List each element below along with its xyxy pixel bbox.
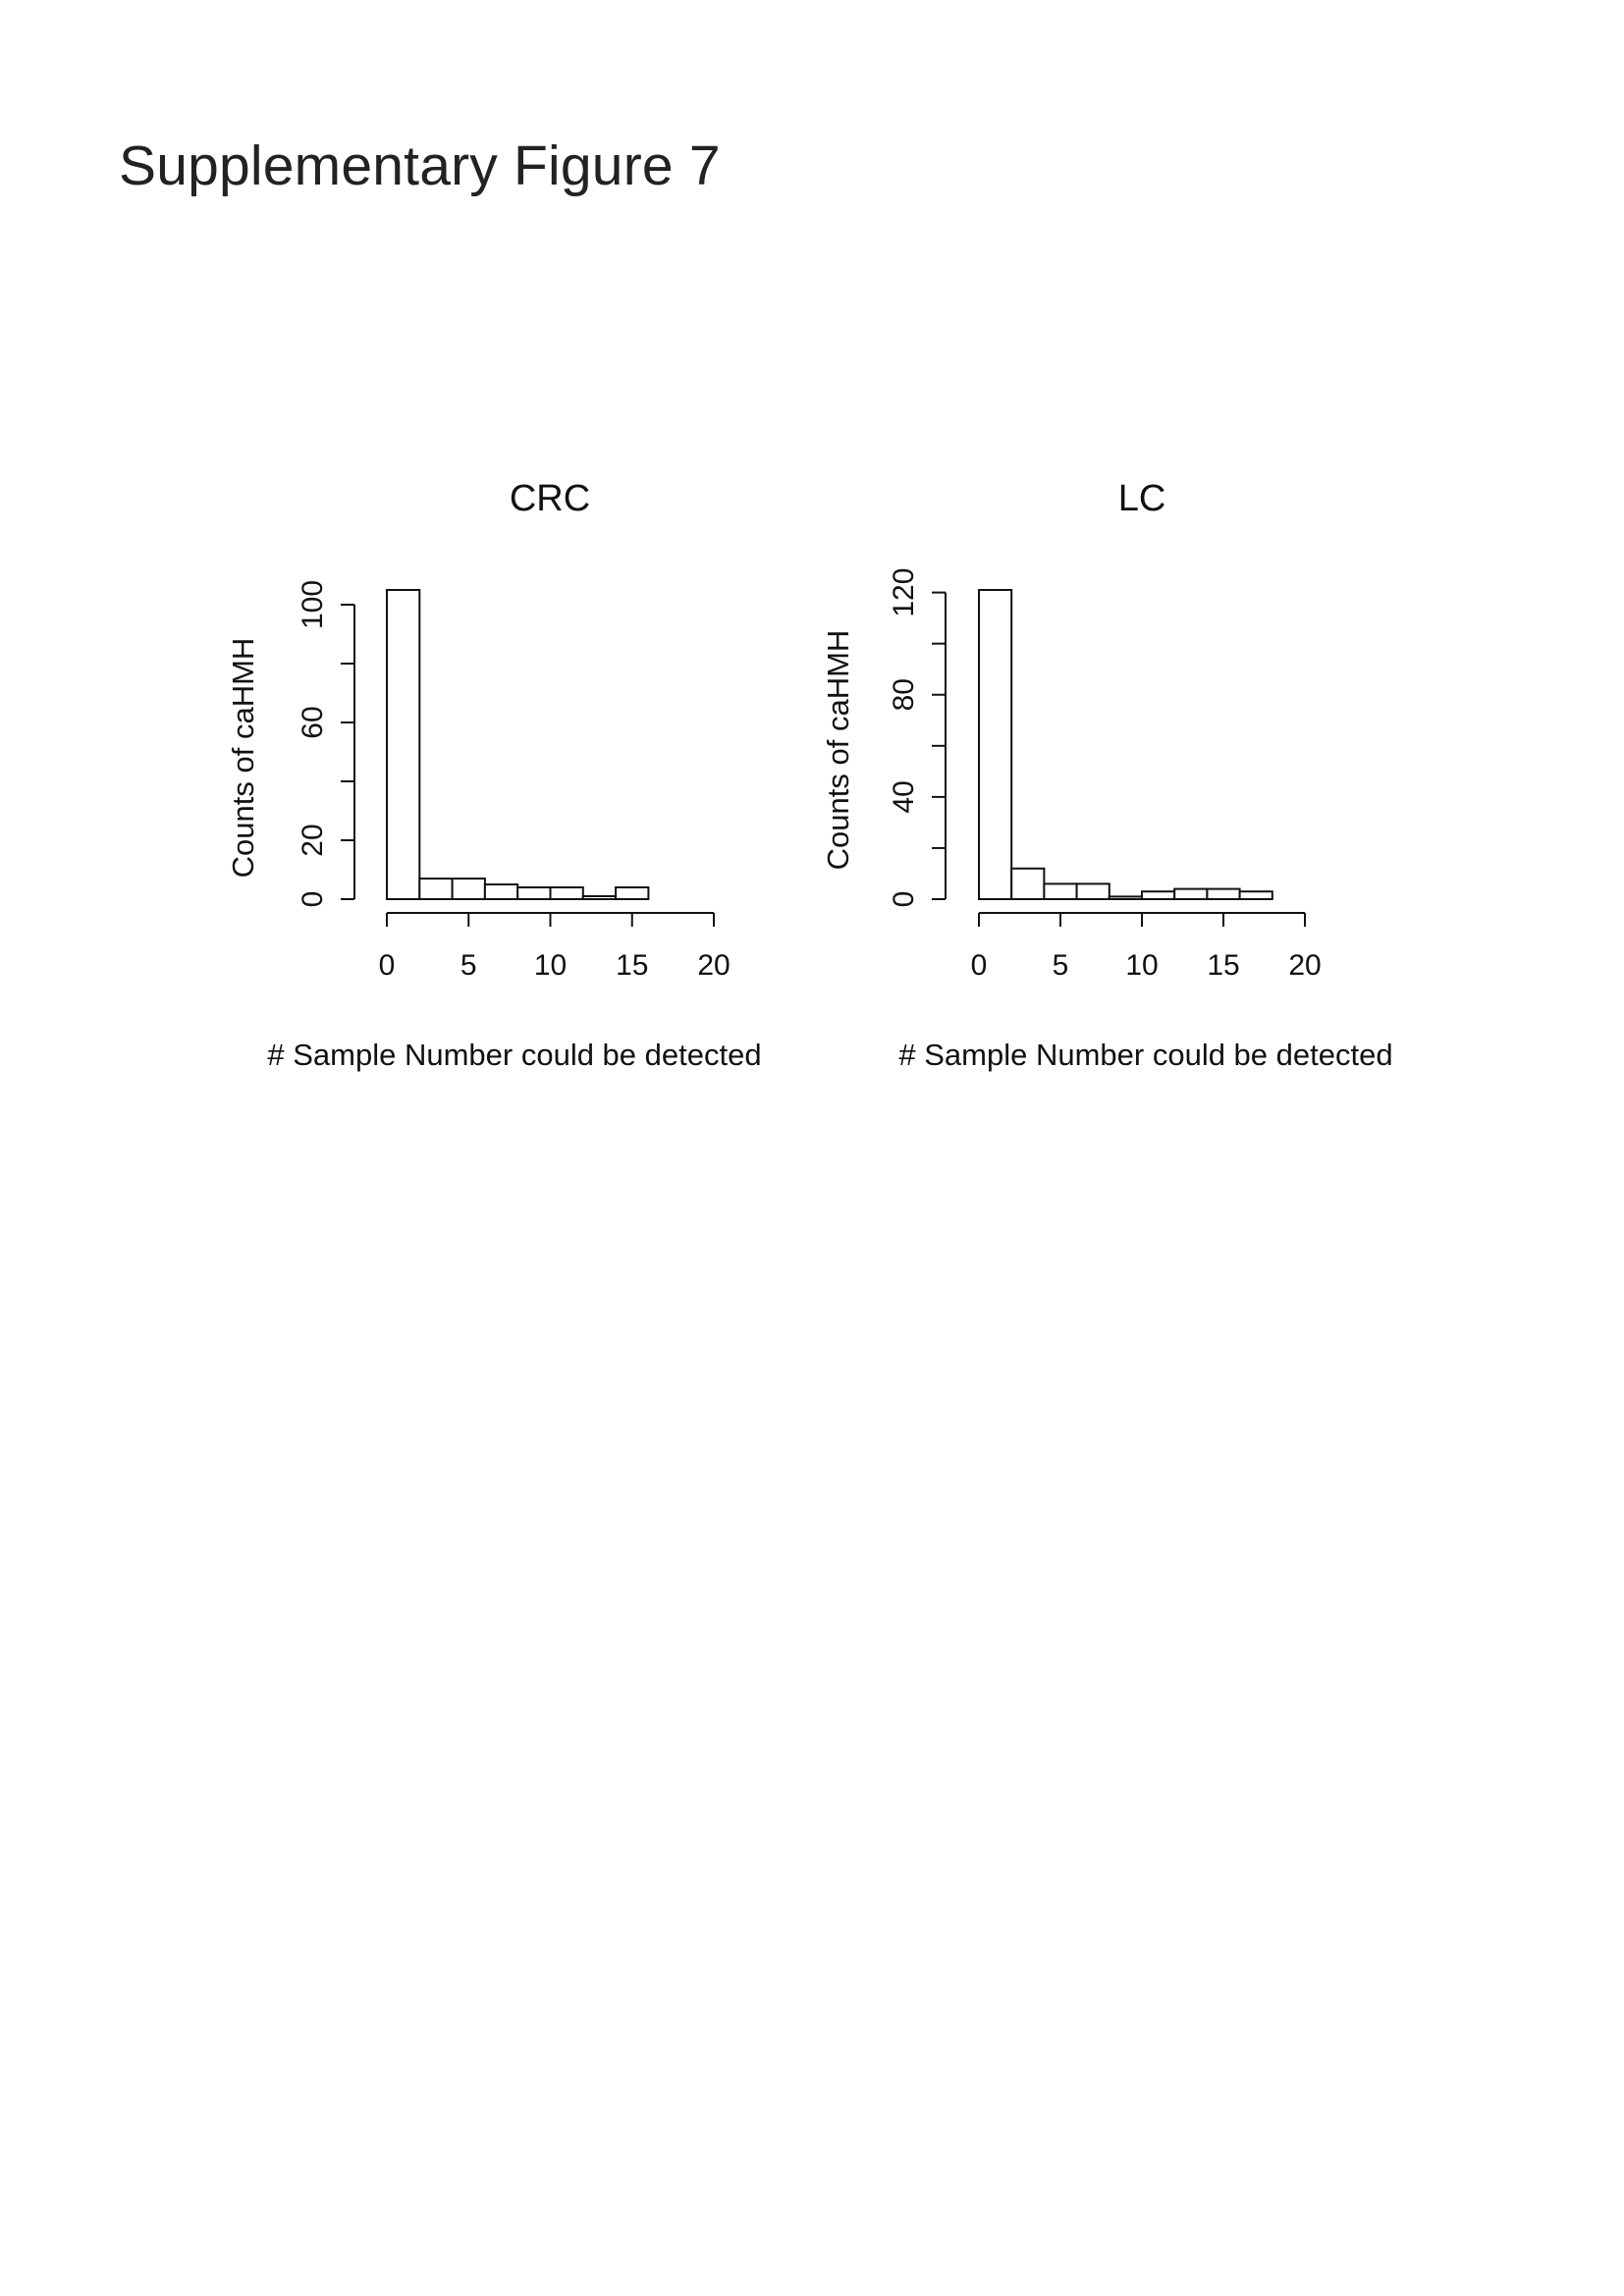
x-axis-label: # Sample Number could be detected (267, 1038, 761, 1072)
x-tick-label: 0 (971, 949, 988, 982)
histogram-bar (1010, 867, 1046, 900)
y-tick-label: 120 (888, 568, 920, 617)
histogram-bar (483, 883, 519, 900)
histogram-bar (418, 878, 454, 900)
x-tick-label: 10 (534, 949, 567, 982)
histogram-bar (1206, 887, 1241, 901)
y-tick-label: 100 (297, 580, 329, 629)
y-tick-label: 60 (297, 706, 329, 738)
histogram-crc: CRC 0 5 10 15 20 0 20 60 100 Counts of caHMH # Samp… (226, 478, 762, 1072)
y-tick-label: 0 (297, 891, 329, 908)
y-axis-label: Counts of caHMH (226, 638, 260, 879)
histogram-bar (1043, 882, 1078, 901)
y-tick-label: 40 (888, 780, 920, 813)
histogram-bar (1173, 887, 1209, 901)
x-tick-label: 15 (616, 949, 648, 982)
x-tick-label: 0 (379, 949, 396, 982)
y-tick-label: 20 (297, 824, 329, 856)
y-axis-label: Counts of caHMH (821, 630, 855, 871)
y-tick-label: 80 (888, 678, 920, 711)
histogram-bar (581, 895, 618, 900)
histogram-bar (1075, 882, 1110, 901)
x-tick-label: 10 (1125, 949, 1158, 982)
y-tick-label: 0 (888, 891, 920, 908)
histogram-bar (1238, 890, 1273, 900)
page-title: Supplementary Figure 7 (119, 134, 721, 197)
chart-title: LC (1118, 478, 1166, 519)
x-tick-label: 20 (1288, 949, 1321, 982)
histogram-bar (978, 589, 1013, 900)
x-tick-label: 15 (1207, 949, 1239, 982)
histogram-bar (1108, 895, 1144, 900)
x-tick-label: 20 (697, 949, 730, 982)
histogram-bar (386, 589, 421, 900)
x-tick-label: 5 (460, 949, 477, 982)
histogram-bar (549, 886, 584, 900)
x-axis-label: # Sample Number could be detected (898, 1038, 1392, 1072)
histogram-bar (1141, 890, 1176, 900)
histogram-bar (615, 886, 650, 900)
chart-title: CRC (510, 478, 590, 519)
histogram-bar (451, 878, 486, 900)
histogram-lc: LC 0 5 10 15 20 0 40 80 120 Counts of caHMH # Sampl… (821, 478, 1393, 1072)
histogram-bar (516, 886, 552, 900)
x-tick-label: 5 (1053, 949, 1069, 982)
